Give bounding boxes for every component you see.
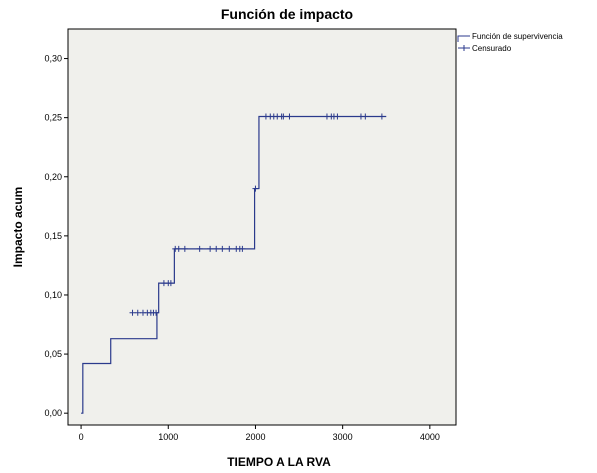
legend-cross-symbol [458,45,470,51]
censored-marker [134,309,141,316]
censored-marker [175,245,182,252]
censored-marker [378,113,385,120]
x-tick-label: 4000 [420,432,440,442]
censored-marker [167,280,174,287]
chart-title: Función de impacto [221,6,353,22]
censored-marker [181,245,188,252]
censored-marker [280,113,287,120]
y-tick-label: 0,30 [44,54,62,64]
y-tick-label: 0,20 [44,172,62,182]
censored-marker [129,309,136,316]
y-tick-label: 0,15 [44,231,62,241]
censored-marker [334,113,341,120]
censored-marker [239,245,246,252]
y-axis: 0,00 0,05 0,10 0,15 0,20 0,25 0,30 [44,54,68,418]
legend-label-censored: Censurado [472,44,512,53]
y-tick-label: 0,00 [44,408,62,418]
censored-marker [286,113,293,120]
x-tick-label: 0 [79,432,84,442]
x-tick-label: 3000 [333,432,353,442]
x-axis: 0 1000 2000 3000 4000 [79,425,440,442]
legend: Función de supervivencia Censurado [457,32,563,53]
x-axis-label: TIEMPO A LA RVA [227,455,331,469]
x-tick-label: 1000 [158,432,178,442]
censored-marker [196,245,203,252]
censored-marker [226,245,233,252]
plot-area [67,28,457,426]
y-tick-label: 0,05 [44,349,62,359]
legend-line-symbol [457,35,470,42]
legend-label-survival: Función de supervivencia [472,32,563,41]
censored-marker [252,185,259,192]
censored-marker [153,309,160,316]
censored-marker [207,245,214,252]
series-layer [81,113,387,414]
censored-marker [362,113,369,120]
x-tick-label: 2000 [245,432,265,442]
censored-marker [219,245,226,252]
y-tick-label: 0,25 [44,113,62,123]
y-tick-label: 0,10 [44,290,62,300]
y-axis-label: Impacto acum [11,187,25,268]
censored-marker [213,245,220,252]
